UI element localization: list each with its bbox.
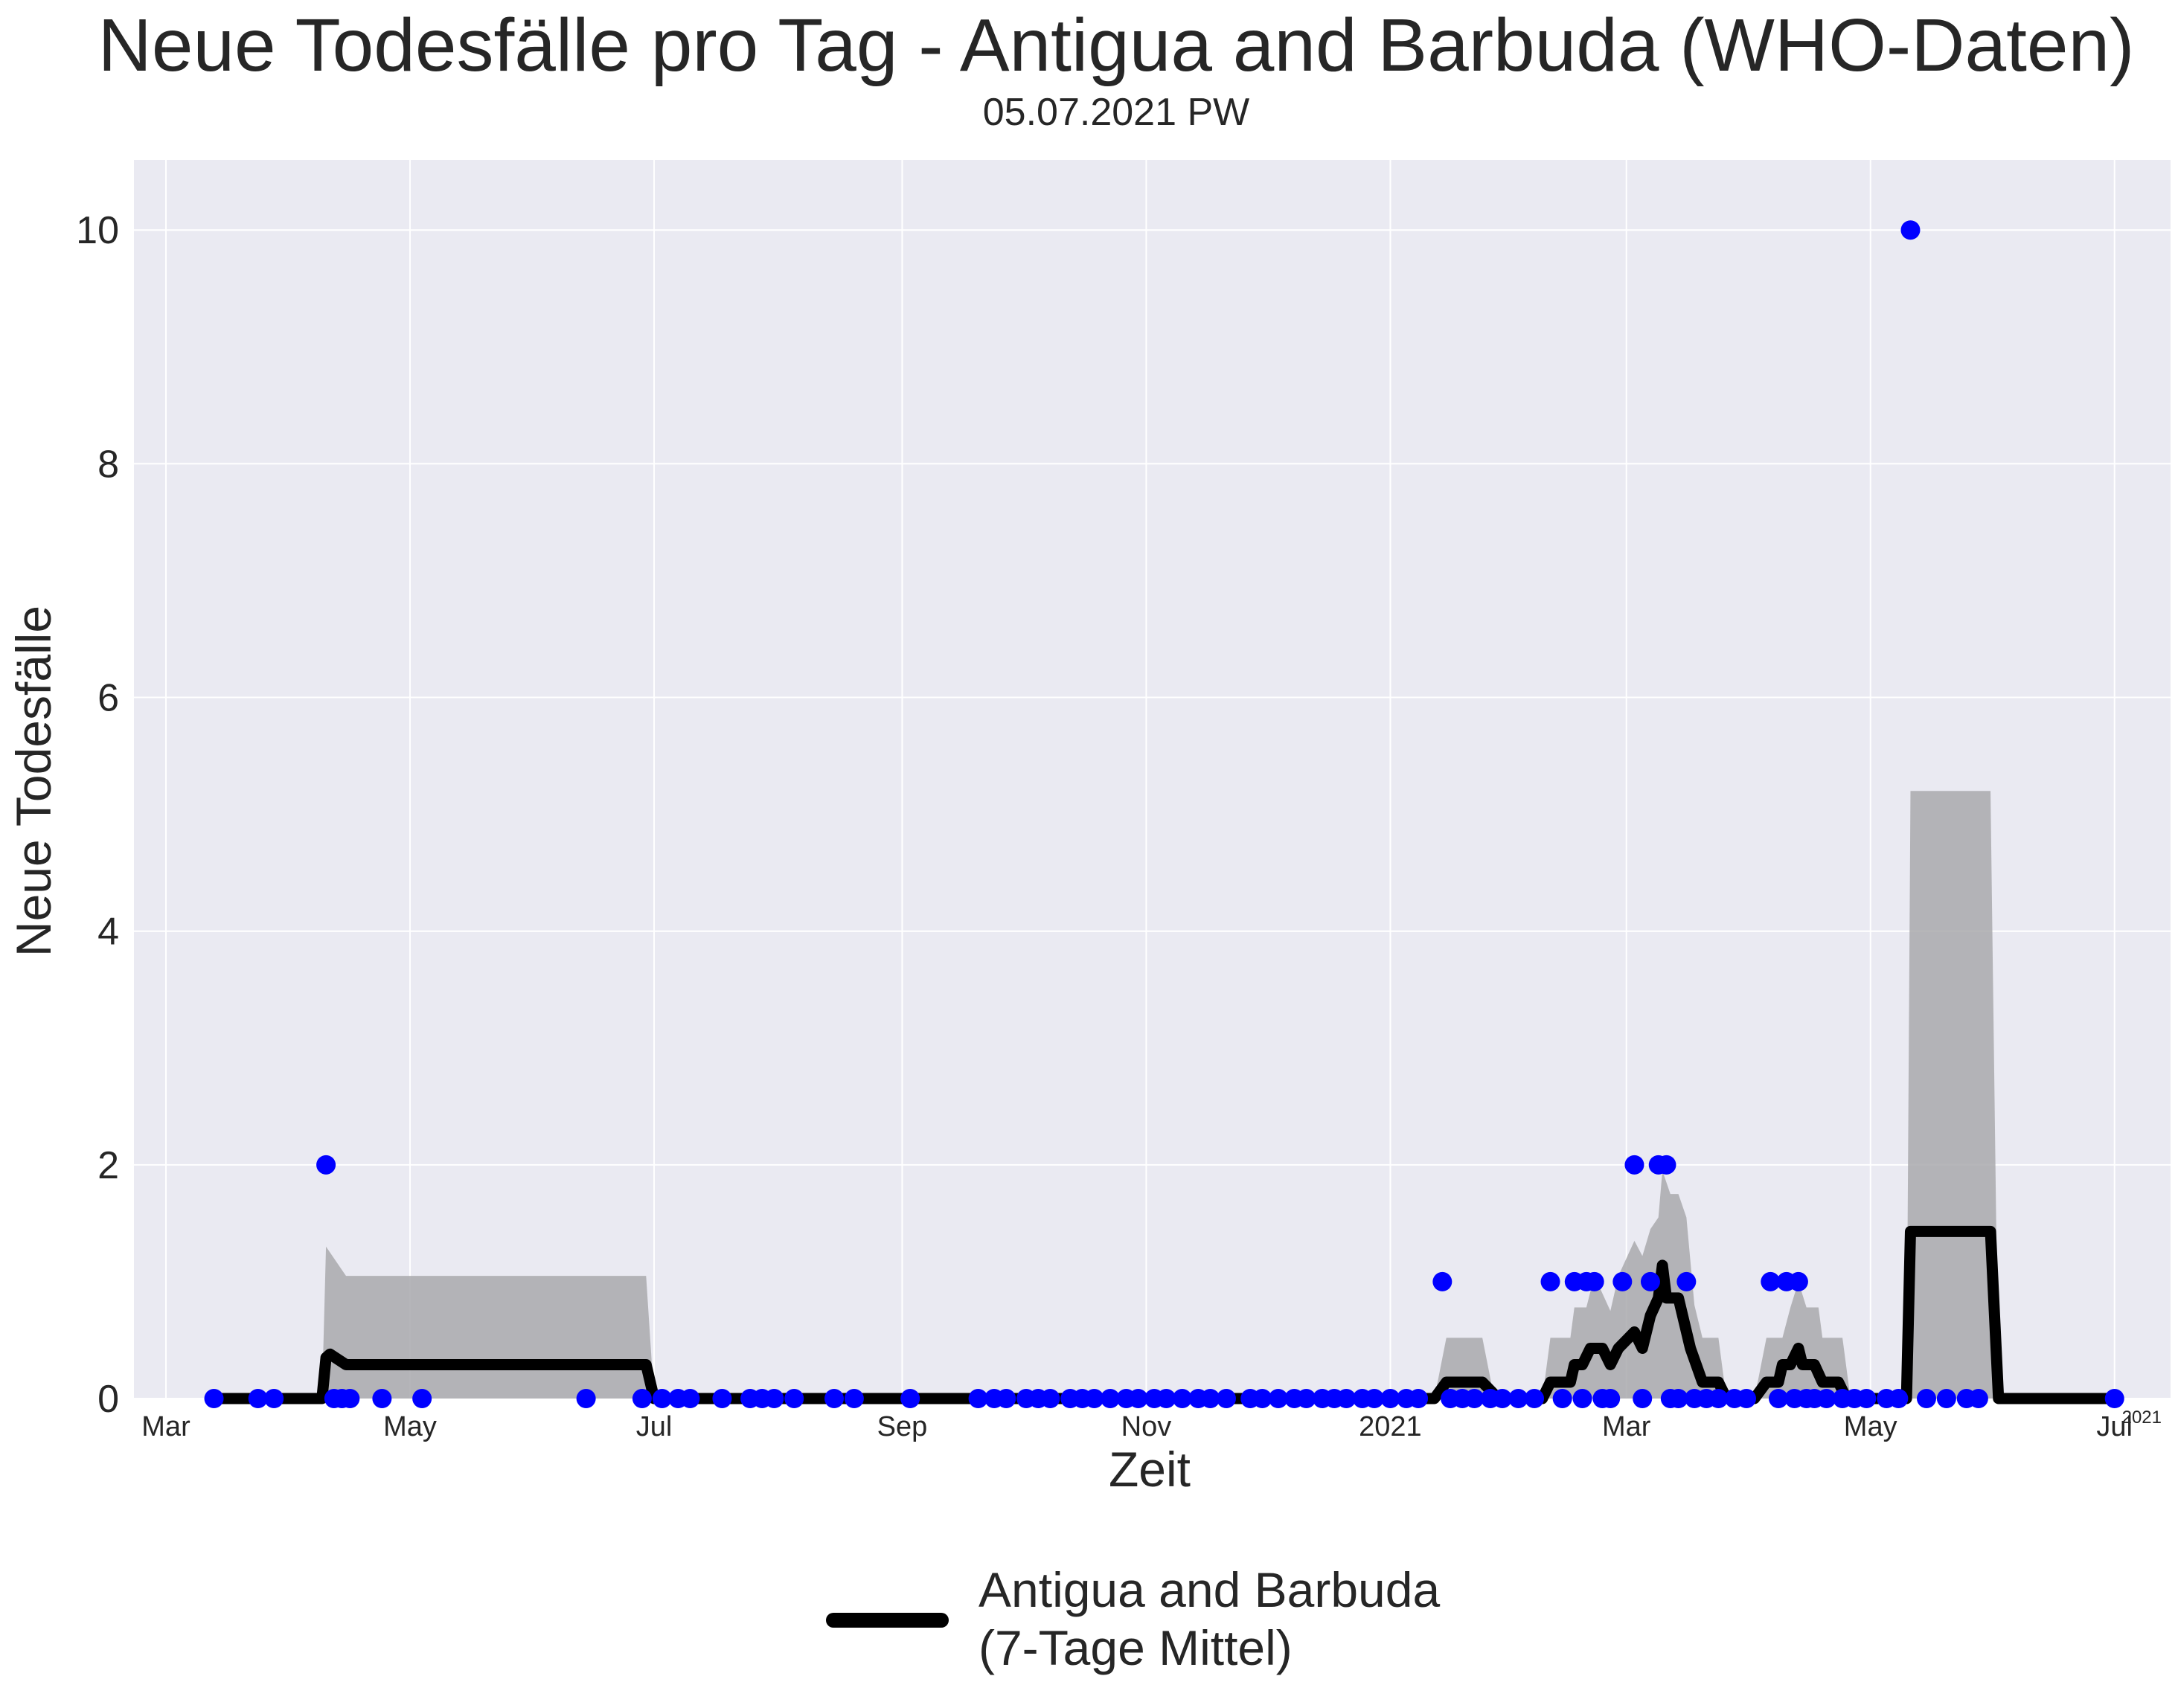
data-point xyxy=(1900,220,1921,240)
y-tick-label: 8 xyxy=(97,443,119,486)
data-point xyxy=(372,1389,392,1408)
data-point xyxy=(1464,1389,1484,1408)
data-point xyxy=(1172,1389,1192,1408)
data-point xyxy=(632,1389,652,1408)
data-point xyxy=(680,1389,700,1408)
data-point xyxy=(576,1389,596,1408)
data-point xyxy=(900,1389,920,1408)
confidence-band xyxy=(321,791,1999,1399)
data-point xyxy=(1380,1389,1400,1408)
y-tick-label: 6 xyxy=(97,677,119,720)
y-axis-ticks: 0 2 4 6 8 10 xyxy=(76,209,119,1421)
data-point xyxy=(1708,1389,1729,1408)
x-axis-offset-label: 2021 xyxy=(2122,1407,2162,1428)
x-tick-label: Sep xyxy=(877,1411,928,1442)
data-point xyxy=(1128,1389,1148,1408)
data-point xyxy=(1857,1389,1877,1408)
data-point xyxy=(1769,1389,1789,1408)
data-point xyxy=(204,1389,224,1408)
data-point xyxy=(1216,1389,1236,1408)
data-point xyxy=(1656,1155,1676,1175)
data-point xyxy=(712,1389,732,1408)
data-point xyxy=(1432,1271,1452,1291)
data-point xyxy=(1737,1389,1757,1408)
data-point xyxy=(1200,1389,1220,1408)
data-point xyxy=(1584,1271,1604,1291)
data-point xyxy=(844,1389,864,1408)
data-point xyxy=(1668,1389,1688,1408)
y-tick-label: 4 xyxy=(97,911,119,954)
data-point xyxy=(264,1389,284,1408)
y-tick-label: 0 xyxy=(97,1378,119,1421)
legend-label-line2: (7-Tage Mittel) xyxy=(979,1620,1293,1675)
data-point xyxy=(764,1389,784,1408)
y-tick-label: 10 xyxy=(76,209,119,252)
data-point xyxy=(1101,1389,1121,1408)
x-axis-label: Zeit xyxy=(1109,1442,1191,1497)
data-point xyxy=(1336,1389,1357,1408)
x-tick-label: May xyxy=(1844,1411,1897,1442)
data-point xyxy=(412,1389,432,1408)
x-tick-label: Jul xyxy=(2096,1411,2133,1442)
data-point xyxy=(316,1155,336,1175)
data-point xyxy=(1968,1389,1988,1408)
data-point xyxy=(340,1389,360,1408)
y-tick-label: 2 xyxy=(97,1144,119,1187)
confidence-band-area xyxy=(321,791,1999,1399)
chart-title: Neue Todesfälle pro Tag - Antigua and Ba… xyxy=(98,4,2135,87)
data-point xyxy=(784,1389,804,1408)
y-axis-label: Neue Todesfälle xyxy=(6,606,61,957)
data-point xyxy=(1816,1389,1836,1408)
x-tick-label: Jul xyxy=(636,1411,673,1442)
x-axis-ticks: Mar May Jul Sep Nov 2021 Mar May Jul xyxy=(141,1411,2133,1442)
plot-background xyxy=(134,160,2171,1399)
legend-label-line1: Antigua and Barbuda xyxy=(979,1562,1440,1617)
data-point xyxy=(1525,1389,1545,1408)
data-point xyxy=(1156,1389,1176,1408)
plot-area xyxy=(134,160,2171,1408)
chart-subtitle: 05.07.2021 PW xyxy=(983,91,1249,134)
x-tick-label: May xyxy=(383,1411,437,1442)
grid xyxy=(134,160,2171,1399)
data-point xyxy=(1364,1389,1384,1408)
data-point xyxy=(1676,1271,1697,1291)
data-point xyxy=(1889,1389,1909,1408)
data-point xyxy=(1084,1389,1104,1408)
data-point xyxy=(996,1389,1016,1408)
data-point xyxy=(1761,1271,1781,1291)
data-point xyxy=(1508,1389,1528,1408)
data-point xyxy=(1040,1389,1060,1408)
data-point xyxy=(1572,1389,1592,1408)
data-point xyxy=(1624,1155,1644,1175)
data-point xyxy=(1409,1389,1429,1408)
x-tick-label: 2021 xyxy=(1359,1411,1422,1442)
daily-points xyxy=(204,220,2124,1408)
data-point xyxy=(652,1389,672,1408)
legend: Antigua and Barbuda (7-Tage Mittel) xyxy=(826,1562,1440,1675)
x-tick-label: Mar xyxy=(141,1411,190,1442)
data-point xyxy=(1601,1389,1621,1408)
data-point xyxy=(1640,1271,1660,1291)
data-point xyxy=(1936,1389,1956,1408)
data-point xyxy=(1552,1389,1572,1408)
rolling-mean-line-layer xyxy=(214,1225,2115,1404)
data-point xyxy=(1252,1389,1272,1408)
data-point xyxy=(1296,1389,1316,1408)
data-point xyxy=(968,1389,988,1408)
data-point xyxy=(248,1389,268,1408)
x-tick-label: Nov xyxy=(1121,1411,1172,1442)
data-point xyxy=(1612,1271,1633,1291)
data-point xyxy=(1540,1271,1560,1291)
x-tick-label: Mar xyxy=(1602,1411,1651,1442)
data-point xyxy=(1268,1389,1288,1408)
data-point xyxy=(1633,1389,1653,1408)
data-point xyxy=(2104,1389,2124,1408)
data-point xyxy=(1788,1271,1808,1291)
data-point xyxy=(1493,1389,1513,1408)
rolling-mean-line xyxy=(214,1225,2115,1404)
data-point xyxy=(824,1389,845,1408)
data-point xyxy=(1916,1389,1936,1408)
